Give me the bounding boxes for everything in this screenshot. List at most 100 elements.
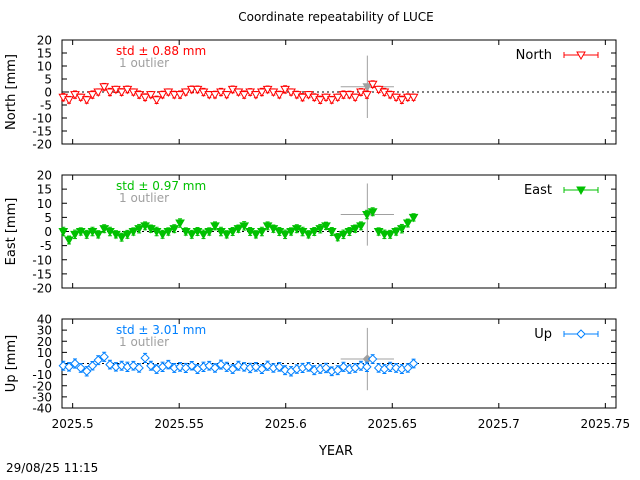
data-point <box>251 230 261 240</box>
y-tick-label: 30 <box>37 324 52 338</box>
data-point <box>64 96 74 105</box>
y-tick-label: -15 <box>32 125 52 139</box>
data-point <box>81 96 92 105</box>
data-point <box>303 230 314 240</box>
data-point <box>350 225 361 234</box>
y-tick-label: 0 <box>44 86 52 100</box>
x-tick-label: 2025.65 <box>367 417 417 431</box>
data-point <box>239 91 250 100</box>
data-point <box>134 225 144 234</box>
outlier-annotation: 1 outlier <box>119 56 169 70</box>
chart-title: Coordinate repeatability of LUCE <box>238 10 434 24</box>
data-point <box>116 361 127 371</box>
data-point <box>122 230 133 240</box>
data-point <box>233 361 244 371</box>
data-point <box>87 361 98 371</box>
data-point <box>367 354 378 364</box>
data-point <box>227 364 238 374</box>
data-point <box>163 359 174 370</box>
data-point <box>356 222 366 231</box>
y-tick-label: -10 <box>32 368 52 382</box>
data-point <box>356 361 366 371</box>
data-point <box>93 230 104 240</box>
y-tick-label: -5 <box>40 239 52 253</box>
data-point <box>169 91 180 100</box>
data-point <box>204 91 215 100</box>
y-tick-label: 40 <box>37 313 52 327</box>
data-point <box>116 88 127 98</box>
data-point <box>227 228 238 237</box>
data-point <box>239 362 249 372</box>
legend-label: North <box>516 48 552 63</box>
data-point <box>408 93 419 103</box>
series-up <box>58 351 419 377</box>
data-point <box>396 96 407 105</box>
x-tick-label: 2025.55 <box>154 417 204 431</box>
y-axis-label: Up [mm] <box>4 335 19 392</box>
data-point <box>303 362 314 372</box>
y-tick-label: 10 <box>37 60 52 74</box>
data-point <box>134 363 144 373</box>
y-tick-label: 5 <box>44 211 52 225</box>
data-point <box>157 91 168 100</box>
data-point <box>58 228 69 237</box>
data-point <box>332 93 343 103</box>
y-tick-label: -10 <box>32 253 52 267</box>
data-point <box>76 363 86 373</box>
data-point <box>367 208 378 217</box>
data-point <box>204 228 215 237</box>
data-point <box>105 88 115 98</box>
data-point <box>326 96 337 105</box>
y-axis-label: East [mm] <box>4 198 19 266</box>
y-tick-label: 10 <box>37 197 52 211</box>
data-point <box>180 88 191 98</box>
data-point <box>385 362 395 372</box>
data-point <box>81 230 92 240</box>
y-tick-label: 0 <box>44 357 52 371</box>
data-point <box>151 96 162 105</box>
data-point <box>338 230 349 240</box>
data-point <box>344 228 355 237</box>
y-tick-label: 15 <box>37 47 52 61</box>
data-point <box>350 93 361 103</box>
data-point <box>169 225 180 234</box>
data-point <box>333 365 343 375</box>
data-point <box>257 228 267 237</box>
data-point <box>116 233 127 243</box>
data-point <box>332 233 343 243</box>
outlier-point <box>362 83 373 92</box>
x-axis-label: YEAR <box>318 444 353 459</box>
data-point <box>221 91 232 100</box>
data-point <box>145 91 156 100</box>
legend-label: East <box>524 183 552 198</box>
data-point <box>239 222 250 231</box>
data-point <box>385 230 395 240</box>
data-point <box>93 88 104 98</box>
data-point <box>297 93 308 103</box>
y-tick-label: -15 <box>32 267 52 281</box>
data-point <box>362 211 372 220</box>
data-point <box>187 361 197 371</box>
timestamp: 29/08/25 11:15 <box>6 461 99 475</box>
data-point <box>140 93 150 103</box>
x-tick-label: 2025.6 <box>265 417 307 431</box>
data-point <box>70 230 80 240</box>
data-point <box>396 225 407 234</box>
data-point <box>157 230 168 240</box>
outlier-annotation: 1 outlier <box>119 335 169 349</box>
data-point <box>402 219 413 229</box>
y-tick-label: -5 <box>40 99 52 113</box>
data-point <box>233 225 244 234</box>
y-tick-label: -30 <box>32 390 52 404</box>
data-point <box>128 361 139 371</box>
legend-marker <box>576 186 586 196</box>
x-tick-label: 2025.75 <box>581 417 631 431</box>
x-tick-label: 2025.5 <box>52 417 94 431</box>
data-point <box>64 236 74 245</box>
data-point <box>70 358 80 369</box>
data-point <box>186 85 197 95</box>
